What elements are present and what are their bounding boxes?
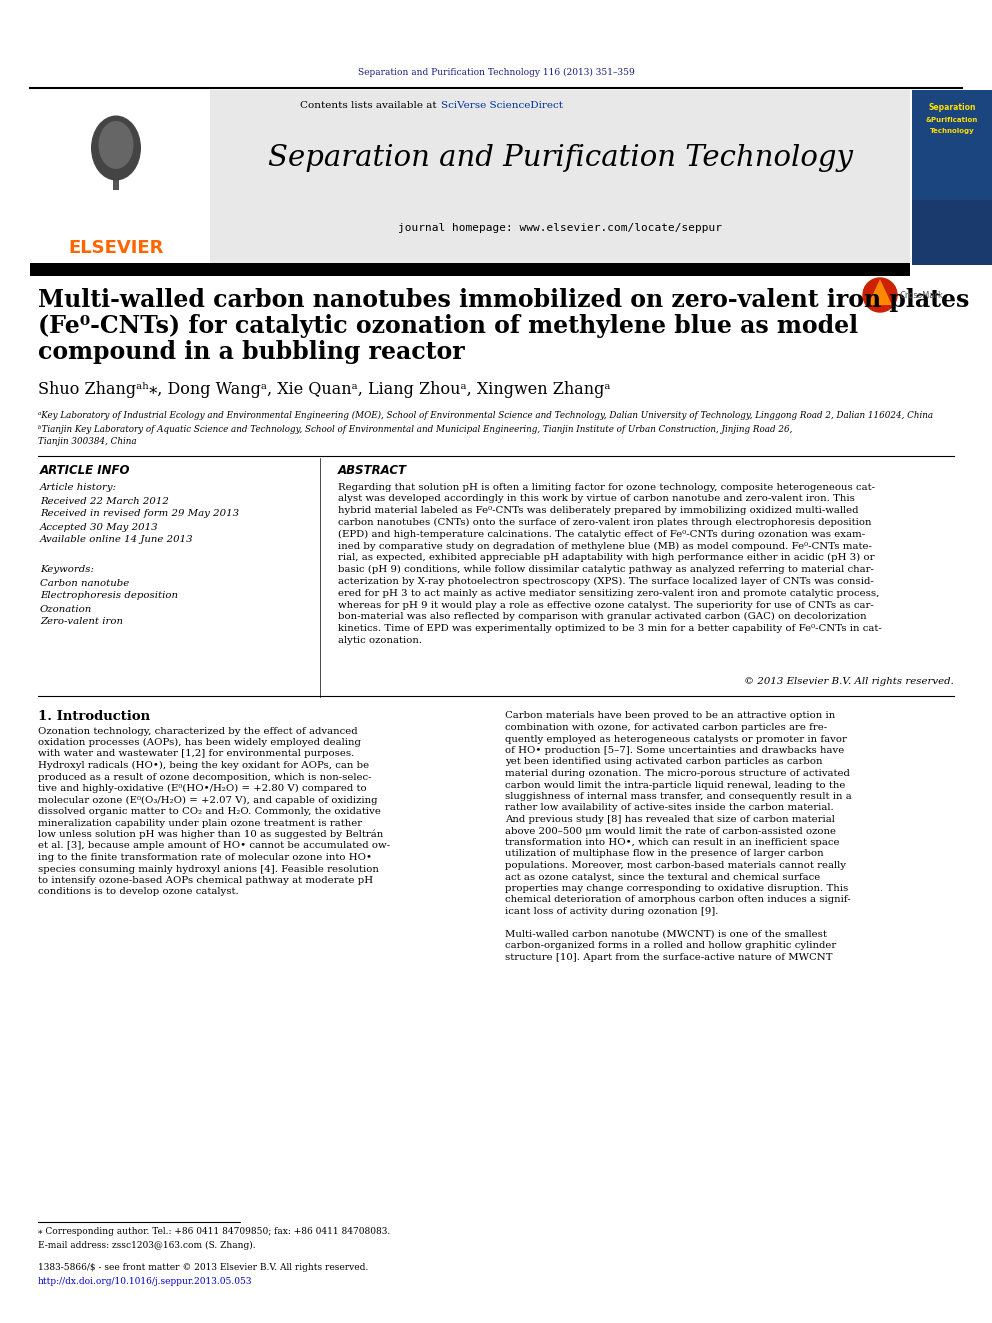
Ellipse shape	[91, 115, 141, 180]
Text: carbon-organized forms in a rolled and hollow graphitic cylinder: carbon-organized forms in a rolled and h…	[505, 942, 836, 950]
Text: Received 22 March 2012: Received 22 March 2012	[40, 496, 169, 505]
Text: populations. Moreover, most carbon-based materials cannot really: populations. Moreover, most carbon-based…	[505, 861, 846, 871]
Text: http://dx.doi.org/10.1016/j.seppur.2013.05.053: http://dx.doi.org/10.1016/j.seppur.2013.…	[38, 1277, 253, 1286]
Text: ⁎ Corresponding author. Tel.: +86 0411 84709850; fax: +86 0411 84708083.: ⁎ Corresponding author. Tel.: +86 0411 8…	[38, 1228, 390, 1237]
Text: low unless solution pH was higher than 10 as suggested by Beltrán: low unless solution pH was higher than 1…	[38, 830, 383, 839]
Text: Separation and Purification Technology 116 (2013) 351–359: Separation and Purification Technology 1…	[358, 67, 634, 77]
Text: Carbon nanotube: Carbon nanotube	[40, 578, 129, 587]
Text: Ozonation: Ozonation	[40, 605, 92, 614]
Text: Zero-valent iron: Zero-valent iron	[40, 618, 123, 627]
Text: ARTICLE INFO: ARTICLE INFO	[40, 464, 131, 478]
Text: Multi-walled carbon nanotube (MWCNT) is one of the smallest: Multi-walled carbon nanotube (MWCNT) is …	[505, 930, 827, 939]
Text: carbon nanotubes (CNTs) onto the surface of zero-valent iron plates through elec: carbon nanotubes (CNTs) onto the surface…	[338, 517, 872, 527]
Text: And previous study [8] has revealed that size of carbon material: And previous study [8] has revealed that…	[505, 815, 835, 824]
Text: chemical deterioration of amorphous carbon often induces a signif-: chemical deterioration of amorphous carb…	[505, 896, 850, 905]
Text: Received in revised form 29 May 2013: Received in revised form 29 May 2013	[40, 509, 239, 519]
Text: SciVerse ScienceDirect: SciVerse ScienceDirect	[441, 101, 563, 110]
Text: Separation: Separation	[929, 103, 976, 112]
Text: dissolved organic matter to CO₂ and H₂O. Commonly, the oxidative: dissolved organic matter to CO₂ and H₂O.…	[38, 807, 381, 816]
Text: Accepted 30 May 2013: Accepted 30 May 2013	[40, 523, 159, 532]
Text: above 200–500 μm would limit the rate of carbon-assisted ozone: above 200–500 μm would limit the rate of…	[505, 827, 836, 836]
Text: 1. Introduction: 1. Introduction	[38, 709, 150, 722]
Text: basic (pH 9) conditions, while follow dissimilar catalytic pathway as analyzed r: basic (pH 9) conditions, while follow di…	[338, 565, 874, 574]
Text: whereas for pH 9 it would play a role as effective ozone catalyst. The superiori: whereas for pH 9 it would play a role as…	[338, 601, 874, 610]
Text: Tianjin 300384, China: Tianjin 300384, China	[38, 438, 137, 446]
Text: journal homepage: www.elsevier.com/locate/seppur: journal homepage: www.elsevier.com/locat…	[398, 224, 722, 233]
Text: to intensify ozone-based AOPs chemical pathway at moderate pH: to intensify ozone-based AOPs chemical p…	[38, 876, 373, 885]
Text: © 2013 Elsevier B.V. All rights reserved.: © 2013 Elsevier B.V. All rights reserved…	[744, 677, 954, 687]
Text: ered for pH 3 to act mainly as active mediator sensitizing zero-valent iron and : ered for pH 3 to act mainly as active me…	[338, 589, 879, 598]
Text: tive and highly-oxidative (E⁰(HO•/H₂O) = +2.80 V) compared to: tive and highly-oxidative (E⁰(HO•/H₂O) =…	[38, 785, 367, 792]
Text: icant loss of activity during ozonation [9].: icant loss of activity during ozonation …	[505, 908, 718, 916]
Text: oxidation processes (AOPs), has been widely employed dealing: oxidation processes (AOPs), has been wid…	[38, 738, 361, 747]
Bar	[30, 263, 910, 277]
Text: et al. [3], because ample amount of HO• cannot be accumulated ow-: et al. [3], because ample amount of HO• …	[38, 841, 390, 851]
Text: Ozonation technology, characterized by the effect of advanced: Ozonation technology, characterized by t…	[38, 726, 358, 736]
Text: &Purification: &Purification	[926, 116, 978, 123]
Bar	[30, 90, 208, 265]
Text: compound in a bubbling reactor: compound in a bubbling reactor	[38, 340, 464, 364]
Text: acterization by X-ray photoelectron spectroscopy (XPS). The surface localized la: acterization by X-ray photoelectron spec…	[338, 577, 874, 586]
Bar	[912, 90, 992, 265]
Text: Regarding that solution pH is often a limiting factor for ozone technology, comp: Regarding that solution pH is often a li…	[338, 483, 875, 492]
Text: Hydroxyl radicals (HO•), being the key oxidant for AOPs, can be: Hydroxyl radicals (HO•), being the key o…	[38, 761, 369, 770]
Text: rather low availability of active-sites inside the carbon material.: rather low availability of active-sites …	[505, 803, 833, 812]
Text: Technology: Technology	[930, 128, 974, 134]
Text: structure [10]. Apart from the surface-active nature of MWCNT: structure [10]. Apart from the surface-a…	[505, 953, 832, 962]
Text: act as ozone catalyst, since the textural and chemical surface: act as ozone catalyst, since the textura…	[505, 872, 820, 881]
Text: molecular ozone (E⁰(O₃/H₂O) = +2.07 V), and capable of oxidizing: molecular ozone (E⁰(O₃/H₂O) = +2.07 V), …	[38, 795, 378, 804]
Text: ing to the finite transformation rate of molecular ozone into HO•: ing to the finite transformation rate of…	[38, 853, 372, 863]
Text: alyst was developed accordingly in this work by virtue of carbon nanotube and ze: alyst was developed accordingly in this …	[338, 495, 855, 503]
Text: ᵇTianjin Key Laboratory of Aquatic Science and Technology, School of Environment: ᵇTianjin Key Laboratory of Aquatic Scien…	[38, 426, 793, 434]
Bar	[912, 90, 992, 200]
Text: ᵃKey Laboratory of Industrial Ecology and Environmental Engineering (MOE), Schoo: ᵃKey Laboratory of Industrial Ecology an…	[38, 410, 933, 419]
Text: Contents lists available at: Contents lists available at	[301, 101, 440, 110]
Text: alytic ozonation.: alytic ozonation.	[338, 636, 423, 644]
Polygon shape	[868, 279, 892, 306]
Bar	[113, 135, 119, 191]
Text: Separation and Purification Technology: Separation and Purification Technology	[268, 144, 852, 172]
Text: transformation into HO•, which can result in an inefficient space: transformation into HO•, which can resul…	[505, 837, 839, 847]
Text: produced as a result of ozone decomposition, which is non-selec-: produced as a result of ozone decomposit…	[38, 773, 371, 782]
Text: yet been identified using activated carbon particles as carbon: yet been identified using activated carb…	[505, 758, 822, 766]
Text: quently employed as heterogeneous catalysts or promoter in favor: quently employed as heterogeneous cataly…	[505, 734, 847, 744]
Text: Multi-walled carbon nanotubes immobilized on zero-valent iron plates: Multi-walled carbon nanotubes immobilize…	[38, 288, 969, 312]
Text: Keywords:: Keywords:	[40, 565, 94, 574]
Text: ELSEVIER: ELSEVIER	[68, 239, 164, 257]
Text: properties may change corresponding to oxidative disruption. This: properties may change corresponding to o…	[505, 884, 848, 893]
Text: rial, as expected, exhibited appreciable pH adaptability with high performance e: rial, as expected, exhibited appreciable…	[338, 553, 875, 562]
Text: (Fe⁰-CNTs) for catalytic ozonation of methylene blue as model: (Fe⁰-CNTs) for catalytic ozonation of me…	[38, 314, 858, 337]
Text: with water and wastewater [1,2] for environmental purposes.: with water and wastewater [1,2] for envi…	[38, 750, 354, 758]
Text: species consuming mainly hydroxyl anions [4]. Feasible resolution: species consuming mainly hydroxyl anions…	[38, 864, 379, 873]
Text: material during ozonation. The micro-porous structure of activated: material during ozonation. The micro-por…	[505, 769, 850, 778]
Text: Shuo Zhangᵃʰ⁎, Dong Wangᵃ, Xie Quanᵃ, Liang Zhouᵃ, Xingwen Zhangᵃ: Shuo Zhangᵃʰ⁎, Dong Wangᵃ, Xie Quanᵃ, Li…	[38, 381, 610, 398]
Text: Electrophoresis deposition: Electrophoresis deposition	[40, 591, 178, 601]
Text: hybrid material labeled as Fe⁰-CNTs was deliberately prepared by immobilizing ox: hybrid material labeled as Fe⁰-CNTs was …	[338, 507, 858, 515]
Text: CrossMark: CrossMark	[900, 291, 943, 300]
Text: of HO• production [5–7]. Some uncertainties and drawbacks have: of HO• production [5–7]. Some uncertaint…	[505, 746, 844, 755]
Text: combination with ozone, for activated carbon particles are fre-: combination with ozone, for activated ca…	[505, 722, 827, 732]
Text: (EPD) and high-temperature calcinations. The catalytic effect of Fe⁰-CNTs during: (EPD) and high-temperature calcinations.…	[338, 529, 865, 538]
Text: carbon would limit the intra-particle liquid renewal, leading to the: carbon would limit the intra-particle li…	[505, 781, 845, 790]
Text: sluggishness of internal mass transfer, and consequently result in a: sluggishness of internal mass transfer, …	[505, 792, 852, 800]
Text: Article history:: Article history:	[40, 483, 117, 492]
Text: Carbon materials have been proved to be an attractive option in: Carbon materials have been proved to be …	[505, 712, 835, 721]
Text: E-mail address: zssc1203@163.com (S. Zhang).: E-mail address: zssc1203@163.com (S. Zha…	[38, 1241, 256, 1249]
Text: 1383-5866/$ - see front matter © 2013 Elsevier B.V. All rights reserved.: 1383-5866/$ - see front matter © 2013 El…	[38, 1263, 368, 1273]
Text: conditions is to develop ozone catalyst.: conditions is to develop ozone catalyst.	[38, 888, 239, 897]
Text: ABSTRACT: ABSTRACT	[338, 464, 407, 478]
Text: bon-material was also reflected by comparison with granular activated carbon (GA: bon-material was also reflected by compa…	[338, 613, 867, 622]
Text: ined by comparative study on degradation of methylene blue (MB) as model compoun: ined by comparative study on degradation…	[338, 541, 872, 550]
Text: utilization of multiphase flow in the presence of larger carbon: utilization of multiphase flow in the pr…	[505, 849, 823, 859]
Text: kinetics. Time of EPD was experimentally optimized to be 3 min for a better capa: kinetics. Time of EPD was experimentally…	[338, 624, 882, 634]
Circle shape	[863, 278, 897, 312]
Text: mineralization capability under plain ozone treatment is rather: mineralization capability under plain oz…	[38, 819, 362, 827]
Bar	[210, 90, 910, 265]
Text: Available online 14 June 2013: Available online 14 June 2013	[40, 536, 193, 545]
Ellipse shape	[98, 120, 134, 169]
